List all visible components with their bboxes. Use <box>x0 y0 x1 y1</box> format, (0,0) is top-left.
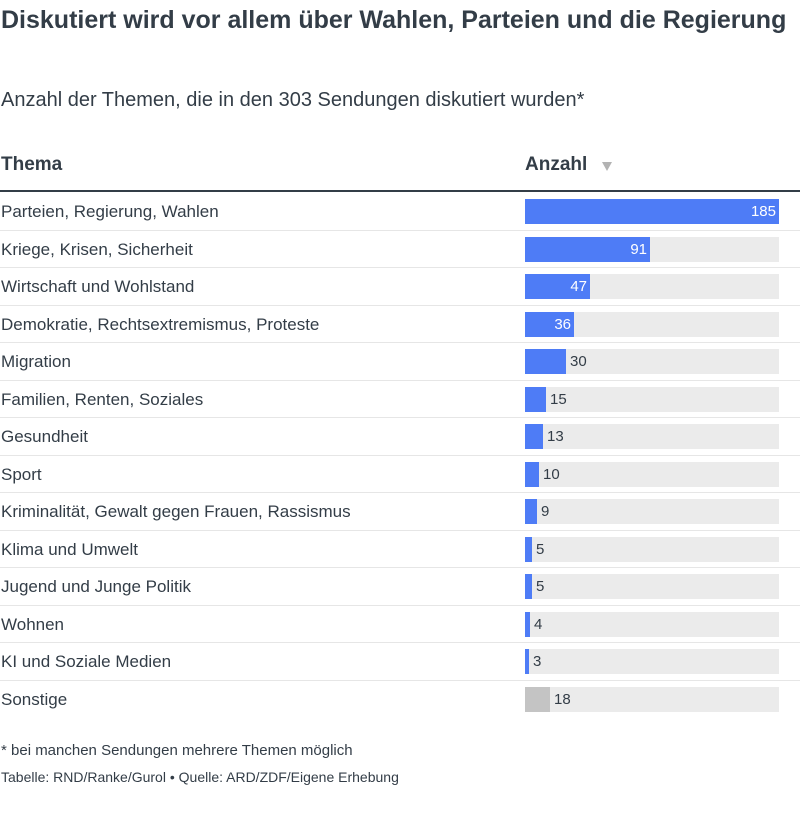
bar-track: 15 <box>525 386 779 412</box>
chart-title: Diskutiert wird vor allem über Wahlen, P… <box>1 6 787 34</box>
sort-descending-icon[interactable] <box>602 162 612 171</box>
source-credit: Tabelle: RND/Ranke/Gurol • Quelle: ARD/Z… <box>1 769 399 785</box>
bar-track: 10 <box>525 461 779 487</box>
table-row: Gesundheit 13 <box>0 418 800 456</box>
bar-track: 47 <box>525 274 779 299</box>
bar-track: 5 <box>525 574 779 599</box>
bar-value-label: 3 <box>533 653 542 670</box>
bar-value-label: 36 <box>554 315 571 333</box>
table-row: Wirtschaft und Wohlstand 47 <box>0 268 800 306</box>
bar <box>525 649 529 674</box>
table-row: Sport 10 <box>0 456 800 493</box>
bar-track: 18 <box>525 686 779 712</box>
table-row: Klima und Umwelt 5 <box>0 531 800 568</box>
row-label: Parteien, Regierung, Wahlen <box>1 202 219 221</box>
table-header: Thema Anzahl <box>0 150 800 192</box>
bar <box>525 424 543 449</box>
row-label: Jugend und Junge Politik <box>1 577 191 596</box>
table-row: Parteien, Regierung, Wahlen 185 <box>0 193 800 231</box>
table-row: Kriminalität, Gewalt gegen Frauen, Rassi… <box>0 493 800 531</box>
bar <box>525 274 590 299</box>
row-label: Wohnen <box>1 614 65 634</box>
bar-value-label: 30 <box>570 353 587 370</box>
bar-track: 13 <box>525 424 779 449</box>
bar-value-label: 9 <box>541 503 550 520</box>
bar <box>525 311 574 337</box>
row-label: Wirtschaft und Wohlstand <box>1 277 195 296</box>
bar <box>525 611 530 637</box>
bar-value-label: 185 <box>750 203 776 220</box>
bar <box>525 236 650 262</box>
table-row: Migration 30 <box>0 343 800 381</box>
bar <box>525 461 539 487</box>
row-label: Klima und Umwelt <box>1 539 138 559</box>
footnote: * bei manchen Sendungen mehrere Themen m… <box>1 742 353 759</box>
bar <box>525 499 537 524</box>
column-header-topic: Thema <box>1 154 63 175</box>
bar-value-label: 13 <box>547 428 564 445</box>
row-label: Familien, Renten, Soziales <box>1 389 204 409</box>
chart-subtitle: Anzahl der Themen, die in den 303 Sendun… <box>1 89 585 111</box>
row-label: Gesundheit <box>1 427 88 446</box>
table-row: Wohnen 4 <box>0 606 800 643</box>
bar-value-label: 10 <box>543 465 560 483</box>
bar-value-label: 15 <box>550 390 567 408</box>
bar <box>525 574 532 599</box>
bar-track: 91 <box>525 236 779 262</box>
bar <box>525 536 532 562</box>
bar <box>525 686 550 712</box>
bar-track: 36 <box>525 311 779 337</box>
table-row: Kriege, Krisen, Sicherheit 91 <box>0 231 800 268</box>
bar-value-label: 47 <box>570 278 587 295</box>
bar-track: 3 <box>525 649 779 674</box>
bar <box>525 199 779 224</box>
bar-track: 9 <box>525 499 779 524</box>
row-label: Migration <box>1 352 71 371</box>
row-label: Sport <box>1 464 42 484</box>
bar <box>525 386 546 412</box>
row-label: Sonstige <box>1 689 68 709</box>
table-row: KI und Soziale Medien 3 <box>0 643 800 681</box>
row-label: Kriminalität, Gewalt gegen Frauen, Rassi… <box>1 502 351 521</box>
bar-value-label: 18 <box>554 690 571 708</box>
bar-track: 185 <box>525 199 779 224</box>
row-label: Kriege, Krisen, Sicherheit <box>1 239 193 259</box>
bar-value-label: 4 <box>534 615 543 633</box>
table-row: Jugend und Junge Politik 5 <box>0 568 800 606</box>
table-row: Sonstige 18 <box>0 681 800 719</box>
bar-track: 4 <box>525 611 779 637</box>
table-row: Demokratie, Rechtsextremismus, Proteste 3… <box>0 306 800 343</box>
table-row: Familien, Renten, Soziales 15 <box>0 381 800 418</box>
row-label: KI und Soziale Medien <box>1 652 172 671</box>
bar <box>525 349 566 374</box>
bar-track: 5 <box>525 536 779 562</box>
column-header-count[interactable]: Anzahl <box>525 154 588 175</box>
bar-value-label: 5 <box>536 540 545 558</box>
bar-value-label: 91 <box>630 240 647 258</box>
bar-value-label: 5 <box>536 578 545 595</box>
row-label: Demokratie, Rechtsextremismus, Proteste <box>1 314 320 334</box>
bar-table: Parteien, Regierung, Wahlen 185 Kriege, Kr… <box>0 193 800 718</box>
bar-track: 30 <box>525 349 779 374</box>
